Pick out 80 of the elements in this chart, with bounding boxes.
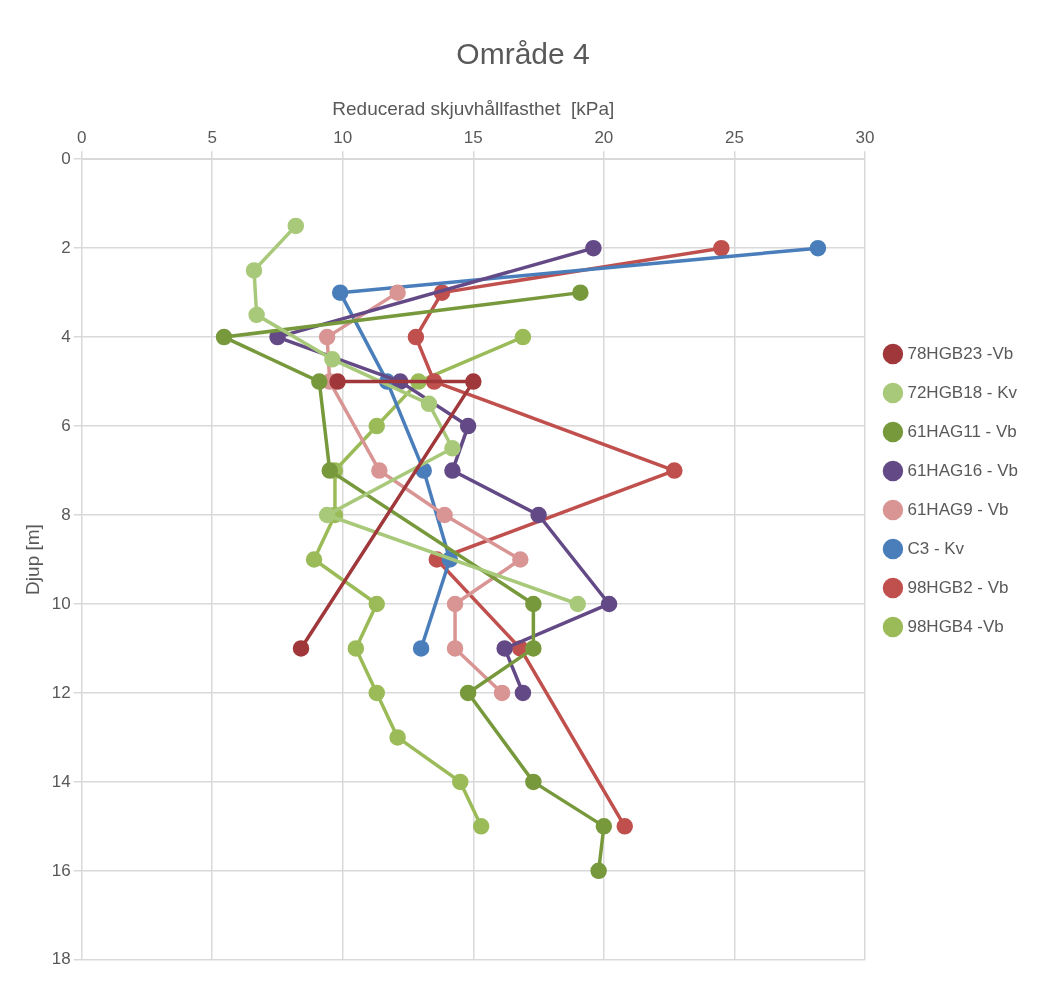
point: [600, 595, 618, 613]
point: [472, 818, 490, 835]
x-tick-label: 5: [207, 127, 217, 147]
point: [452, 773, 469, 791]
point: [412, 640, 430, 657]
point: [368, 417, 385, 435]
point: [585, 239, 602, 257]
point: [459, 684, 477, 702]
point: [444, 440, 461, 457]
point: [368, 595, 385, 613]
y-axis-title: Djup [m]: [21, 524, 43, 595]
y-tick-label: 16: [51, 860, 71, 880]
x-tick-label: 25: [724, 127, 744, 147]
point: [292, 640, 310, 657]
legend-label: 61HAG16 - Vb: [907, 460, 1018, 480]
point: [420, 395, 438, 413]
x-tick-label: 10: [333, 127, 353, 147]
point: [436, 506, 453, 524]
y-tick-label: 14: [51, 771, 71, 791]
y-tick-label: 6: [61, 415, 71, 435]
point: [525, 773, 542, 791]
point: [215, 328, 233, 346]
point: [321, 462, 338, 479]
point: [590, 862, 607, 880]
point: [305, 551, 323, 568]
point: [496, 640, 513, 657]
point: [407, 328, 425, 346]
legend-label: 98HGB4 -Vb: [907, 616, 1004, 636]
legend-label: 61HAG11 - Vb: [907, 421, 1017, 441]
point: [666, 462, 683, 479]
point: [465, 373, 482, 390]
point: [459, 417, 477, 435]
legend-label: 98HGB2 - Vb: [907, 577, 1009, 597]
y-tick-label: 12: [51, 682, 71, 702]
point: [245, 262, 263, 279]
point: [371, 462, 388, 479]
y-tick-label: 4: [61, 326, 71, 346]
y-tick-label: 8: [61, 504, 71, 524]
legend-label: 72HGB18 - Kv: [907, 382, 1018, 402]
point: [287, 217, 305, 235]
y-tick-label: 0: [61, 148, 71, 168]
point: [347, 640, 365, 657]
point: [569, 595, 587, 613]
point: [446, 595, 464, 613]
point: [530, 506, 547, 524]
point: [248, 306, 265, 324]
point: [525, 640, 542, 657]
chart-title: Område 4: [456, 37, 590, 71]
point: [595, 818, 613, 835]
point: [389, 284, 406, 301]
point: [514, 328, 532, 346]
x-tick-label: 30: [855, 127, 875, 147]
point: [809, 239, 827, 257]
legend-label: 78HGB23 -Vb: [907, 343, 1014, 363]
point: [525, 595, 542, 613]
legend-label: 61HAG9 - Vb: [907, 499, 1009, 519]
point: [329, 373, 346, 390]
legend-label: C3 - Kv: [907, 538, 965, 558]
point: [713, 239, 730, 257]
x-axis-title: Reducerad skjuvhållfasthet [kPa]: [332, 97, 615, 119]
x-tick-label: 20: [594, 127, 614, 147]
x-tick-label: 15: [463, 127, 483, 147]
y-tick-label: 10: [51, 593, 71, 613]
point: [493, 684, 511, 702]
point: [444, 462, 461, 479]
point: [514, 684, 532, 702]
y-tick-label: 2: [61, 237, 71, 257]
y-tick-label: 18: [51, 949, 71, 969]
point: [446, 640, 464, 657]
point: [318, 506, 336, 524]
point: [311, 373, 328, 390]
point: [572, 284, 589, 301]
point: [368, 684, 385, 702]
point: [616, 818, 633, 835]
point: [512, 551, 529, 568]
point: [318, 328, 336, 346]
x-tick-label: 0: [76, 127, 87, 147]
point: [324, 351, 341, 368]
point: [331, 284, 349, 301]
point: [389, 729, 406, 746]
